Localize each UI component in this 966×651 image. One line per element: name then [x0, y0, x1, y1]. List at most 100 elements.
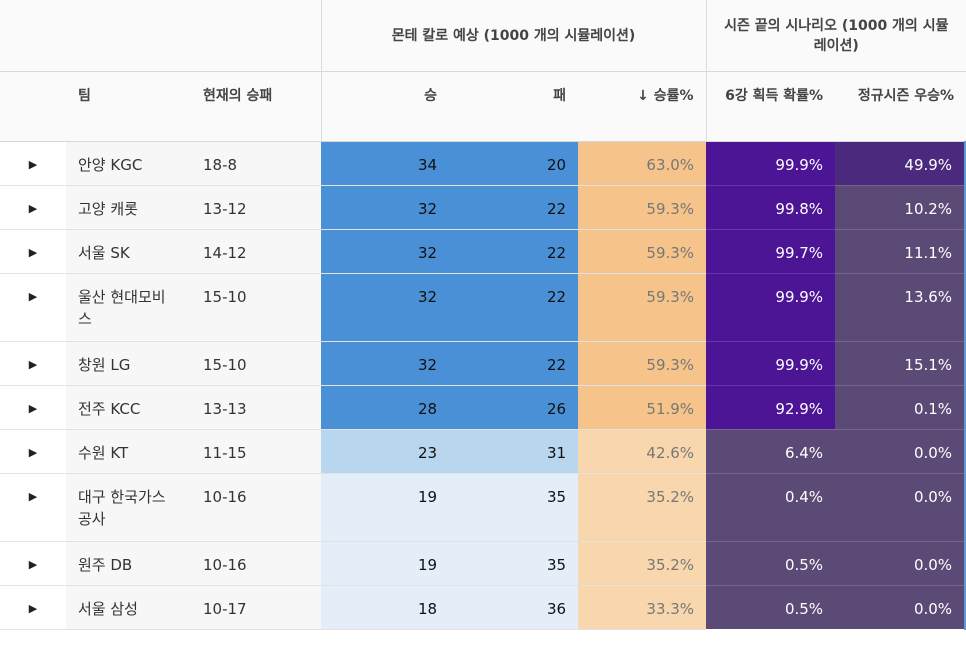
regular-season-title-probability: 10.2% [835, 185, 966, 230]
regular-season-title-probability: 0.0% [835, 585, 966, 630]
playoff-probability: 0.4% [706, 473, 836, 542]
table-row[interactable]: ▶ 안양 KGC 18-8 34 20 63.0% 99.9% 49.9% [0, 141, 966, 186]
team-name: 창원 LG [66, 341, 191, 386]
projected-losses: 22 [449, 273, 579, 342]
losses-column-header[interactable]: 패 [449, 71, 579, 142]
wins-column-header[interactable]: 승 [320, 71, 450, 142]
regular-season-title-probability: 0.0% [835, 429, 966, 474]
regular-season-title-probability: 0.0% [835, 541, 966, 586]
expand-row-icon[interactable]: ▶ [0, 341, 66, 386]
playoff-probability: 0.5% [706, 585, 836, 630]
projected-losses: 26 [449, 385, 579, 430]
table-row[interactable]: ▶ 창원 LG 15-10 32 22 59.3% 99.9% 15.1% [0, 341, 966, 386]
expand-row-icon[interactable]: ▶ [0, 141, 66, 186]
group-header-montecarlo: 몬테 칼로 예상 (1000 개의 시뮬레이션) [320, 0, 707, 72]
playoff-probability: 99.9% [706, 341, 836, 386]
table-row[interactable]: ▶ 서울 삼성 10-17 18 36 33.3% 0.5% 0.0% [0, 585, 966, 630]
regular-season-title-probability: 15.1% [835, 341, 966, 386]
projected-losses: 22 [449, 185, 579, 230]
playoff-probability: 99.9% [706, 273, 836, 342]
win-percentage: 59.3% [578, 341, 707, 386]
expand-column-header [0, 71, 66, 142]
team-column-header[interactable]: 팀 [66, 71, 191, 142]
group-header-blank [0, 0, 322, 72]
win-percentage: 63.0% [578, 141, 707, 186]
table-row[interactable]: ▶ 고양 캐롯 13-12 32 22 59.3% 99.8% 10.2% [0, 185, 966, 230]
projected-wins: 32 [321, 341, 450, 386]
projected-wins: 23 [321, 429, 450, 474]
projected-losses: 31 [449, 429, 579, 474]
team-name: 서울 삼성 [66, 585, 191, 630]
regular-season-title-probability: 49.9% [835, 141, 966, 186]
regular-season-title-probability: 0.0% [835, 473, 966, 542]
current-record: 10-16 [191, 473, 322, 542]
table-row[interactable]: ▶ 수원 KT 11-15 23 31 42.6% 6.4% 0.0% [0, 429, 966, 474]
team-name: 전주 KCC [66, 385, 191, 430]
projected-losses: 22 [449, 341, 579, 386]
expand-row-icon[interactable]: ▶ [0, 229, 66, 274]
record-column-header[interactable]: 현재의 승패 [191, 71, 322, 142]
win-percentage: 59.3% [578, 273, 707, 342]
simulation-table: 몬테 칼로 예상 (1000 개의 시뮬레이션) 시즌 끝의 시나리오 (100… [0, 0, 966, 630]
playoff-probability: 99.8% [706, 185, 836, 230]
projected-wins: 19 [321, 541, 450, 586]
current-record: 10-16 [191, 541, 322, 586]
projected-losses: 35 [449, 473, 579, 542]
expand-row-icon[interactable]: ▶ [0, 585, 66, 630]
playoff-pct-column-header[interactable]: 6강 획득 확률% [705, 71, 836, 142]
playoff-probability: 0.5% [706, 541, 836, 586]
projected-losses: 35 [449, 541, 579, 586]
win-percentage: 59.3% [578, 185, 707, 230]
table-row[interactable]: ▶ 전주 KCC 13-13 28 26 51.9% 92.9% 0.1% [0, 385, 966, 430]
expand-row-icon[interactable]: ▶ [0, 429, 66, 474]
playoff-probability: 99.7% [706, 229, 836, 274]
regular-season-title-probability: 13.6% [835, 273, 966, 342]
win-percentage: 33.3% [578, 585, 707, 630]
projected-losses: 20 [449, 141, 579, 186]
current-record: 10-17 [191, 585, 322, 630]
current-record: 15-10 [191, 341, 322, 386]
projected-wins: 28 [321, 385, 450, 430]
team-name: 원주 DB [66, 541, 191, 586]
expand-row-icon[interactable]: ▶ [0, 473, 66, 542]
team-name: 안양 KGC [66, 141, 191, 186]
playoff-probability: 92.9% [706, 385, 836, 430]
projected-wins: 19 [321, 473, 450, 542]
win-percentage: 59.3% [578, 229, 707, 274]
projected-wins: 34 [321, 141, 450, 186]
table-body: ▶ 안양 KGC 18-8 34 20 63.0% 99.9% 49.9% ▶ 고양 캐롯 13-1… [0, 141, 966, 630]
expand-row-icon[interactable]: ▶ [0, 541, 66, 586]
win-percentage: 51.9% [578, 385, 707, 430]
group-header-row: 몬테 칼로 예상 (1000 개의 시뮬레이션) 시즌 끝의 시나리오 (100… [0, 0, 966, 72]
projected-wins: 32 [321, 273, 450, 342]
current-record: 13-12 [191, 185, 322, 230]
team-name: 울산 현대모비스 [66, 273, 191, 342]
team-name: 대구 한국가스공사 [66, 473, 191, 542]
regular-season-title-probability: 0.1% [835, 385, 966, 430]
current-record: 11-15 [191, 429, 322, 474]
expand-row-icon[interactable]: ▶ [0, 273, 66, 342]
current-record: 13-13 [191, 385, 322, 430]
projected-losses: 22 [449, 229, 579, 274]
playoff-probability: 6.4% [706, 429, 836, 474]
current-record: 18-8 [191, 141, 322, 186]
table-row[interactable]: ▶ 울산 현대모비스 15-10 32 22 59.3% 99.9% 13.6% [0, 273, 966, 342]
projected-wins: 18 [321, 585, 450, 630]
expand-row-icon[interactable]: ▶ [0, 385, 66, 430]
team-name: 서울 SK [66, 229, 191, 274]
expand-row-icon[interactable]: ▶ [0, 185, 66, 230]
win-pct-column-header[interactable]: ↓ 승률% [578, 71, 707, 142]
table-row[interactable]: ▶ 대구 한국가스공사 10-16 19 35 35.2% 0.4% 0.0% [0, 473, 966, 542]
regular-season-pct-column-header[interactable]: 정규시즌 우승% [835, 71, 966, 142]
table-row[interactable]: ▶ 서울 SK 14-12 32 22 59.3% 99.7% 11.1% [0, 229, 966, 274]
table-row[interactable]: ▶ 원주 DB 10-16 19 35 35.2% 0.5% 0.0% [0, 541, 966, 586]
group-header-season-end: 시즌 끝의 시나리오 (1000 개의 시뮬레이션) [705, 0, 966, 72]
current-record: 14-12 [191, 229, 322, 274]
team-name: 수원 KT [66, 429, 191, 474]
win-percentage: 42.6% [578, 429, 707, 474]
regular-season-title-probability: 11.1% [835, 229, 966, 274]
playoff-probability: 99.9% [706, 141, 836, 186]
win-percentage: 35.2% [578, 541, 707, 586]
current-record: 15-10 [191, 273, 322, 342]
projected-wins: 32 [321, 185, 450, 230]
